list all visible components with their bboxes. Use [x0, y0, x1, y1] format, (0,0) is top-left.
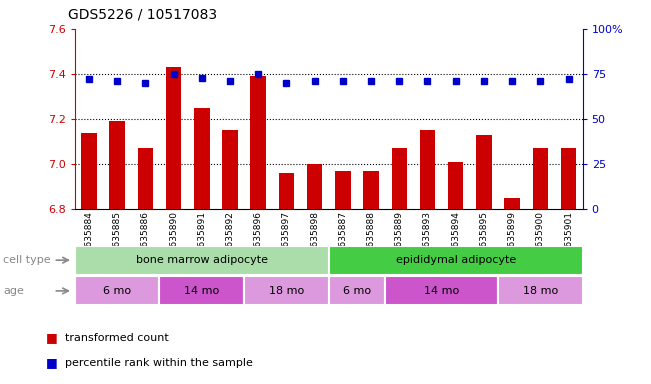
Text: 18 mo: 18 mo — [523, 286, 558, 296]
Text: percentile rank within the sample: percentile rank within the sample — [65, 358, 253, 368]
Bar — [244, 276, 329, 305]
Text: 6 mo: 6 mo — [103, 286, 132, 296]
Bar — [109, 121, 125, 209]
Bar — [81, 132, 97, 209]
Text: age: age — [3, 286, 24, 296]
Bar — [385, 276, 498, 305]
Text: epididymal adipocyte: epididymal adipocyte — [396, 255, 516, 265]
Text: transformed count: transformed count — [65, 333, 169, 343]
Bar — [159, 276, 244, 305]
Bar — [476, 135, 492, 209]
Bar — [533, 148, 548, 209]
Text: GDS5226 / 10517083: GDS5226 / 10517083 — [68, 7, 217, 21]
Bar — [448, 162, 464, 209]
Bar — [498, 276, 583, 305]
Text: bone marrow adipocyte: bone marrow adipocyte — [136, 255, 268, 265]
Text: cell type: cell type — [3, 255, 51, 265]
Bar — [137, 148, 153, 209]
Bar — [335, 171, 351, 209]
Bar — [251, 76, 266, 209]
Bar — [75, 246, 329, 275]
Bar — [166, 67, 182, 209]
Text: 14 mo: 14 mo — [424, 286, 459, 296]
Bar — [329, 246, 583, 275]
Text: ■: ■ — [46, 356, 57, 369]
Bar — [420, 130, 436, 209]
Bar — [363, 171, 379, 209]
Bar — [307, 164, 322, 209]
Text: 14 mo: 14 mo — [184, 286, 219, 296]
Text: 6 mo: 6 mo — [343, 286, 371, 296]
Bar — [561, 148, 576, 209]
Bar — [391, 148, 407, 209]
Bar — [75, 276, 159, 305]
Bar — [279, 173, 294, 209]
Bar — [329, 276, 385, 305]
Bar — [194, 108, 210, 209]
Text: ■: ■ — [46, 331, 57, 344]
Text: 18 mo: 18 mo — [269, 286, 304, 296]
Bar — [222, 130, 238, 209]
Bar — [505, 198, 520, 209]
